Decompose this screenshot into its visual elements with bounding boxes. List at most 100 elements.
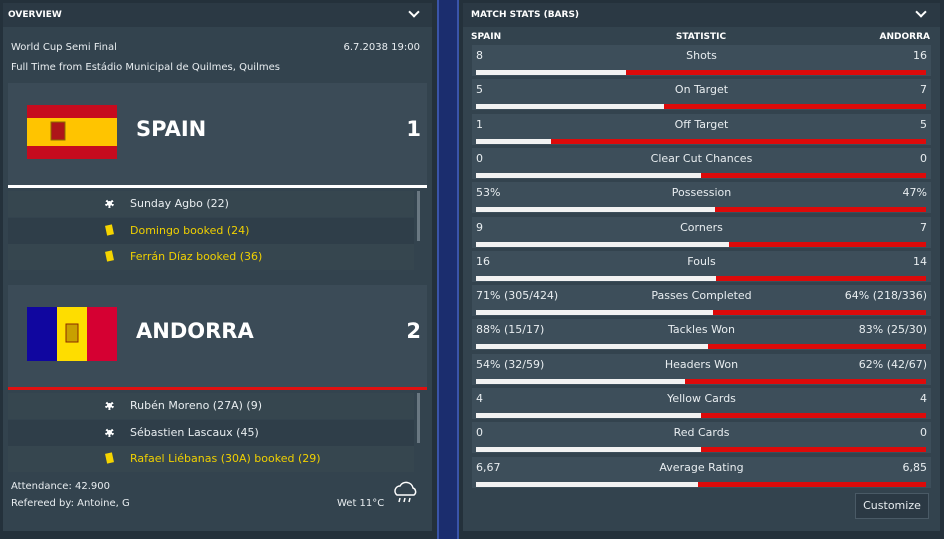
team-name: SPAIN: [136, 117, 207, 141]
event-text: Domingo booked (24): [130, 223, 250, 237]
bar-away: [701, 447, 926, 453]
stat-home: 53%: [476, 186, 501, 200]
stat-label: On Target: [674, 83, 729, 97]
event-row: Rafael Liébanas (30A) booked (29): [8, 446, 414, 472]
customize-button[interactable]: Customize: [855, 493, 929, 519]
bar-away: [714, 207, 926, 213]
stat-home: 0: [476, 151, 483, 165]
flag: [27, 105, 117, 159]
panel-header: MATCH STATS (BARS): [463, 3, 940, 27]
bar-away: [701, 413, 926, 418]
stat-label: Yellow Cards: [667, 392, 736, 405]
overview-panel: OVERVIEW World Cup Semi Final 6.7.2038 1…: [3, 3, 432, 531]
stat-away: 4: [920, 392, 927, 405]
stat-label: Shots: [686, 49, 717, 62]
stat-row: 54% (32/59) Headers Won 62% (42/67): [472, 353, 931, 385]
stat-label: Red Cards: [673, 426, 730, 440]
bar-home: [476, 310, 713, 316]
stat-label: Average Rating: [659, 460, 744, 474]
stat-away: 0: [920, 426, 927, 440]
referee: Refereed by: Antoine, G: [11, 498, 130, 509]
stat-label: Corners: [680, 220, 723, 234]
stat-home: 1: [476, 117, 483, 131]
event-text: Rubén Moreno (27A) (9): [130, 399, 262, 412]
scrollbar: [417, 191, 420, 241]
stat-row: 88% (15/17) Tackles Won 83% (25/30): [472, 319, 931, 351]
stat-row: 5 On Target 7: [472, 79, 931, 111]
card-icon: [105, 250, 114, 262]
divider: [437, 0, 459, 539]
stat-away: 5: [920, 117, 927, 131]
event-row: Rubén Moreno (27A) (9): [8, 393, 414, 419]
weather-icon: [394, 481, 417, 503]
weather: Wet 11°C: [337, 498, 385, 509]
datetime: 6.7.2038 19:00: [343, 42, 420, 53]
stat-row: 6,67 Average Rating 6,85: [472, 456, 931, 488]
bar-away: [663, 104, 926, 110]
competition: World Cup Semi Final: [11, 42, 117, 53]
bar-home: [476, 241, 730, 247]
event-text: Sébastien Lascaux (45): [130, 425, 259, 439]
bar-home: [476, 207, 715, 213]
stat-row: 16 Fouls 14: [472, 250, 931, 282]
bar-home: [476, 344, 708, 350]
bar-away: [698, 481, 926, 487]
team-block: SPAIN 1: [8, 83, 427, 185]
stat-away: 6,85: [902, 460, 928, 474]
team-score: 2: [406, 319, 421, 343]
event-row: Sunday Agbo (22): [8, 191, 414, 217]
col-header: ANDORRA: [879, 32, 930, 42]
stat-home: 4: [476, 392, 483, 405]
collapse-button[interactable]: [915, 6, 927, 18]
stat-home: 71% (305/424): [476, 289, 559, 303]
goal-icon: [105, 401, 114, 410]
stat-label: Clear Cut Chances: [650, 151, 753, 165]
card-icon: [105, 452, 114, 464]
bar-home: [476, 413, 701, 418]
stat-home: 16: [476, 254, 490, 268]
bar-away: [712, 310, 926, 316]
bar-home: [476, 138, 551, 144]
stat-label: Headers Won: [664, 357, 739, 371]
stat-home: 0: [476, 426, 483, 440]
event-row: Ferrán Díaz booked (36): [8, 244, 414, 270]
attendance: Attendance: 42.900: [11, 481, 110, 492]
stat-label: Tackles Won: [667, 323, 736, 337]
stat-label: Passes Completed: [651, 289, 752, 303]
event-text: Ferrán Díaz booked (36): [130, 250, 263, 263]
stats-panel: MATCH STATS (BARS) SPAIN STATISTIC ANDOR…: [463, 3, 940, 531]
bar-home: [476, 275, 716, 281]
goal-icon: [105, 199, 114, 208]
team-line: [8, 387, 427, 390]
stat-away: 62% (42/67): [858, 357, 927, 371]
stat-row: 4 Yellow Cards 4: [472, 388, 931, 419]
bar-home: [476, 481, 698, 487]
stat-row: 9 Corners 7: [472, 216, 931, 248]
stat-home: 88% (15/17): [476, 323, 545, 337]
event-text: Rafael Liébanas (30A) booked (29): [130, 452, 321, 465]
scrollbar: [417, 393, 420, 443]
bar-away: [716, 275, 926, 281]
stat-label: Fouls: [687, 254, 716, 268]
stat-away: 7: [920, 83, 927, 97]
stat-home: 6,67: [476, 460, 501, 474]
stat-home: 9: [476, 220, 483, 234]
event-row: Sébastien Lascaux (45): [8, 419, 414, 446]
bar-away: [701, 172, 926, 178]
bar-home: [476, 378, 686, 384]
team-name: ANDORRA: [136, 319, 254, 343]
bar-home: [476, 172, 701, 178]
bar-away: [729, 241, 926, 247]
stat-label: Off Target: [674, 117, 729, 131]
team-score: 1: [406, 117, 421, 141]
goal-icon: [105, 427, 114, 437]
stat-row: 8 Shots 16: [472, 45, 931, 76]
stat-away: 83% (25/30): [858, 323, 927, 337]
bar-home: [476, 70, 626, 75]
stat-home: 8: [476, 49, 483, 62]
bar-away: [626, 70, 926, 75]
collapse-button[interactable]: [408, 6, 420, 18]
col-header: SPAIN: [471, 32, 502, 42]
team-block: ANDORRA 2: [8, 285, 427, 387]
